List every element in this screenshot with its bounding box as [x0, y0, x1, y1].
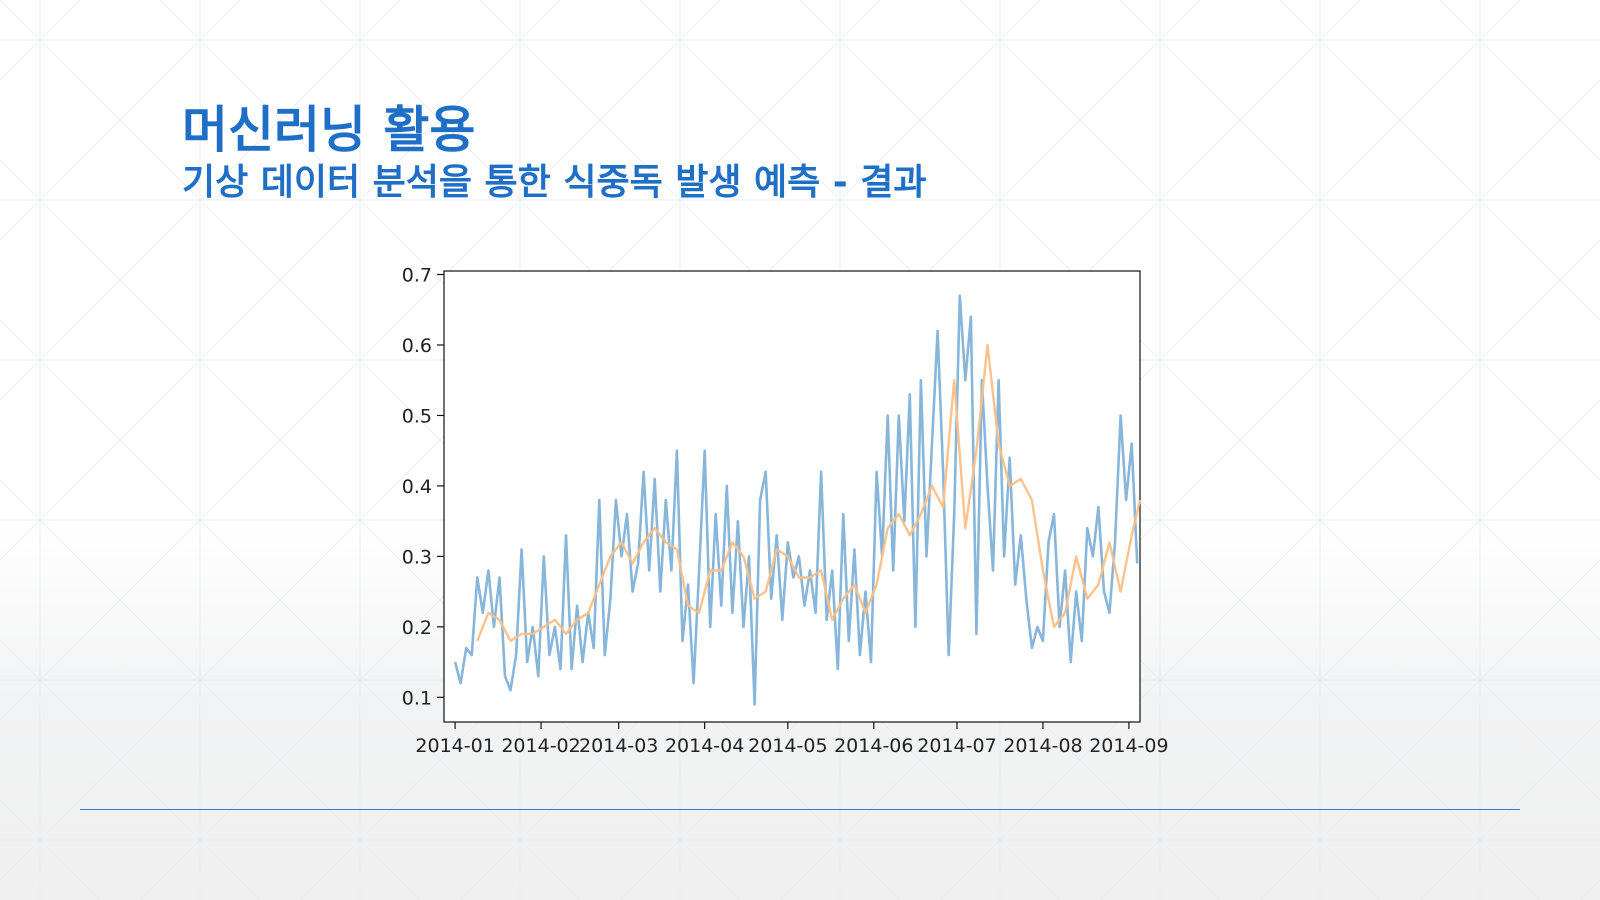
- y-tick-label: 0.3: [402, 546, 432, 568]
- slide-title: 머신러닝 활용: [182, 101, 476, 159]
- x-tick-label: 2014-07: [917, 735, 996, 757]
- y-tick-label: 0.2: [402, 617, 432, 639]
- y-axis: 0.1 0.2 0.3 0.4 0.5 0.6 0.7: [402, 265, 444, 709]
- series-layer: [453, 294, 1142, 706]
- y-tick-label: 0.7: [402, 265, 432, 287]
- x-tick-label: 2014-06: [834, 735, 913, 757]
- x-tick-label: 2014-04: [665, 735, 744, 757]
- y-tick-label: 0.1: [402, 687, 432, 709]
- plot-area: [443, 270, 1141, 723]
- y-tick-label: 0.6: [402, 335, 432, 357]
- slide-subtitle: 기상 데이터 분석을 통한 식중독 발생 예측 - 결과: [182, 162, 927, 203]
- x-tick-label: 2014-02: [501, 735, 580, 757]
- y-tick-label: 0.5: [402, 405, 432, 427]
- footer-divider: [80, 809, 1520, 810]
- x-tick-label: 2014-01: [415, 735, 494, 757]
- series-line-actual: [453, 294, 1139, 706]
- x-tick-label: 2014-09: [1089, 735, 1168, 757]
- y-tick-label: 0.4: [402, 476, 432, 498]
- x-tick-label: 2014-03: [579, 735, 658, 757]
- series-line-smoothed: [476, 343, 1142, 643]
- x-tick-label: 2014-08: [1003, 735, 1082, 757]
- x-tick-label: 2014-05: [748, 735, 827, 757]
